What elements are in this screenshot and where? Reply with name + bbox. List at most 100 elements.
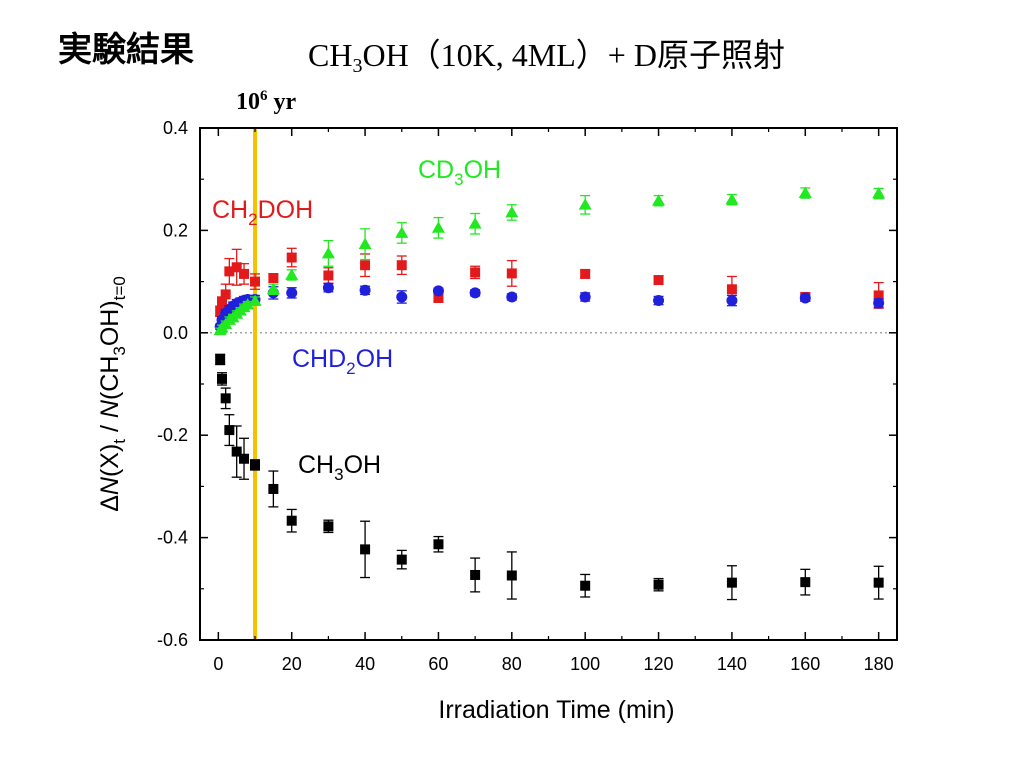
data-point <box>321 246 335 259</box>
series-label-subscript: 2 <box>248 210 257 229</box>
y-axis-title-part: N <box>96 476 124 495</box>
data-point <box>580 580 591 591</box>
data-point <box>579 291 591 303</box>
axes-group: 0 20 40 60 80 100 120 140 160 180 -0.6 -0.4 -0.2 0.0 0… <box>157 118 898 674</box>
title-subscript: 3 <box>352 55 363 77</box>
series-label-CHD2OH: CHD2OH <box>292 345 393 378</box>
data-point <box>725 193 739 205</box>
data-point <box>323 270 334 281</box>
data-point <box>653 295 665 307</box>
series-label-CD3OH: CD3OH <box>418 156 501 189</box>
data-point <box>506 291 518 303</box>
data-point <box>469 287 481 299</box>
data-point <box>800 577 811 588</box>
series-CD3OH <box>213 186 886 336</box>
data-point <box>217 297 228 308</box>
data-point <box>873 297 885 309</box>
data-point <box>231 446 242 457</box>
data-point <box>285 268 299 280</box>
data-point <box>268 273 279 284</box>
data-point <box>215 354 226 365</box>
series-CH3OH <box>215 353 884 601</box>
data-point <box>506 268 517 279</box>
series-label-part: CH <box>212 196 248 224</box>
labels-group: Irradiation Time (min)ΔN(X)t / N(CH3OH)t… <box>96 156 675 724</box>
y-axis-title-part: / <box>96 418 124 439</box>
data-point <box>470 569 481 580</box>
x-tick-label: 20 <box>282 654 302 674</box>
data-point <box>799 292 811 304</box>
data-point <box>872 187 886 199</box>
data-point <box>798 186 812 198</box>
data-point <box>470 267 481 278</box>
data-point <box>396 554 407 565</box>
y-axis-title-part: (CH <box>96 356 124 400</box>
series-CHD2OH <box>214 282 885 333</box>
data-point <box>359 284 371 296</box>
data-point <box>250 459 261 470</box>
data-point <box>506 570 517 581</box>
x-tick-label: 160 <box>790 654 820 674</box>
series-group <box>213 186 886 601</box>
series-label-part: CHD <box>292 345 346 373</box>
data-point <box>468 217 482 229</box>
y-axis-title-part: 3 <box>110 346 129 355</box>
data-point <box>360 544 371 555</box>
y-axis-title-part: (X) <box>96 444 124 477</box>
time-marker-label: 106 yr <box>236 88 296 116</box>
data-point <box>431 221 445 233</box>
series-CH2DOH <box>215 247 884 318</box>
series-label-part: CD <box>418 156 454 184</box>
series-label-part: CH <box>298 451 334 479</box>
slide-title: CH3OH（10K, 4ML）+ D原子照射 <box>308 30 785 78</box>
data-point <box>433 539 444 550</box>
data-point <box>286 287 298 299</box>
data-point <box>231 262 242 273</box>
slide-heading: 実験結果 <box>58 30 194 70</box>
y-tick-label: 0.0 <box>163 323 188 343</box>
data-point <box>239 268 250 279</box>
x-tick-label: 80 <box>502 654 522 674</box>
data-point <box>432 285 444 297</box>
data-point <box>224 425 235 436</box>
data-point <box>873 577 884 588</box>
series-label-subscript: 3 <box>454 170 463 189</box>
data-point <box>286 515 297 526</box>
data-point <box>286 252 297 263</box>
y-axis-title-part: N <box>96 399 124 418</box>
data-point <box>396 291 408 303</box>
y-tick-label: -0.4 <box>157 528 188 548</box>
x-tick-label: 100 <box>570 654 600 674</box>
data-point <box>266 282 280 295</box>
series-label-part: OH <box>356 345 394 373</box>
data-point <box>578 198 592 210</box>
marker-label-unit: yr <box>267 89 297 115</box>
y-axis-title-part: OH) <box>96 300 124 346</box>
x-tick-label: 60 <box>428 654 448 674</box>
series-label-subscript: 3 <box>334 465 343 484</box>
y-axis-title: ΔN(X)t / N(CH3OH)t=0 <box>96 276 129 512</box>
data-point <box>268 483 279 494</box>
y-tick-label: 0.2 <box>163 220 188 240</box>
data-point <box>239 453 250 464</box>
data-point <box>220 289 231 300</box>
series-label-part: OH <box>464 156 502 184</box>
data-point <box>360 260 371 271</box>
series-label-subscript: 2 <box>346 359 355 378</box>
marker-label-base: 10 <box>236 89 260 115</box>
y-tick-label: 0.4 <box>163 118 188 138</box>
data-point <box>505 205 519 218</box>
data-point <box>652 194 666 206</box>
data-point <box>358 237 372 250</box>
data-point <box>322 282 334 294</box>
data-point <box>653 275 664 286</box>
data-point <box>433 292 444 303</box>
title-part-1: CH <box>308 37 353 73</box>
x-tick-label: 40 <box>355 654 375 674</box>
data-point <box>241 298 255 310</box>
y-axis-title-part: t <box>110 439 129 444</box>
series-label-CH2DOH: CH2DOH <box>212 196 313 229</box>
data-point <box>726 295 738 307</box>
title-part-2: OH（10K, 4ML）+ D原子照射 <box>362 37 785 73</box>
